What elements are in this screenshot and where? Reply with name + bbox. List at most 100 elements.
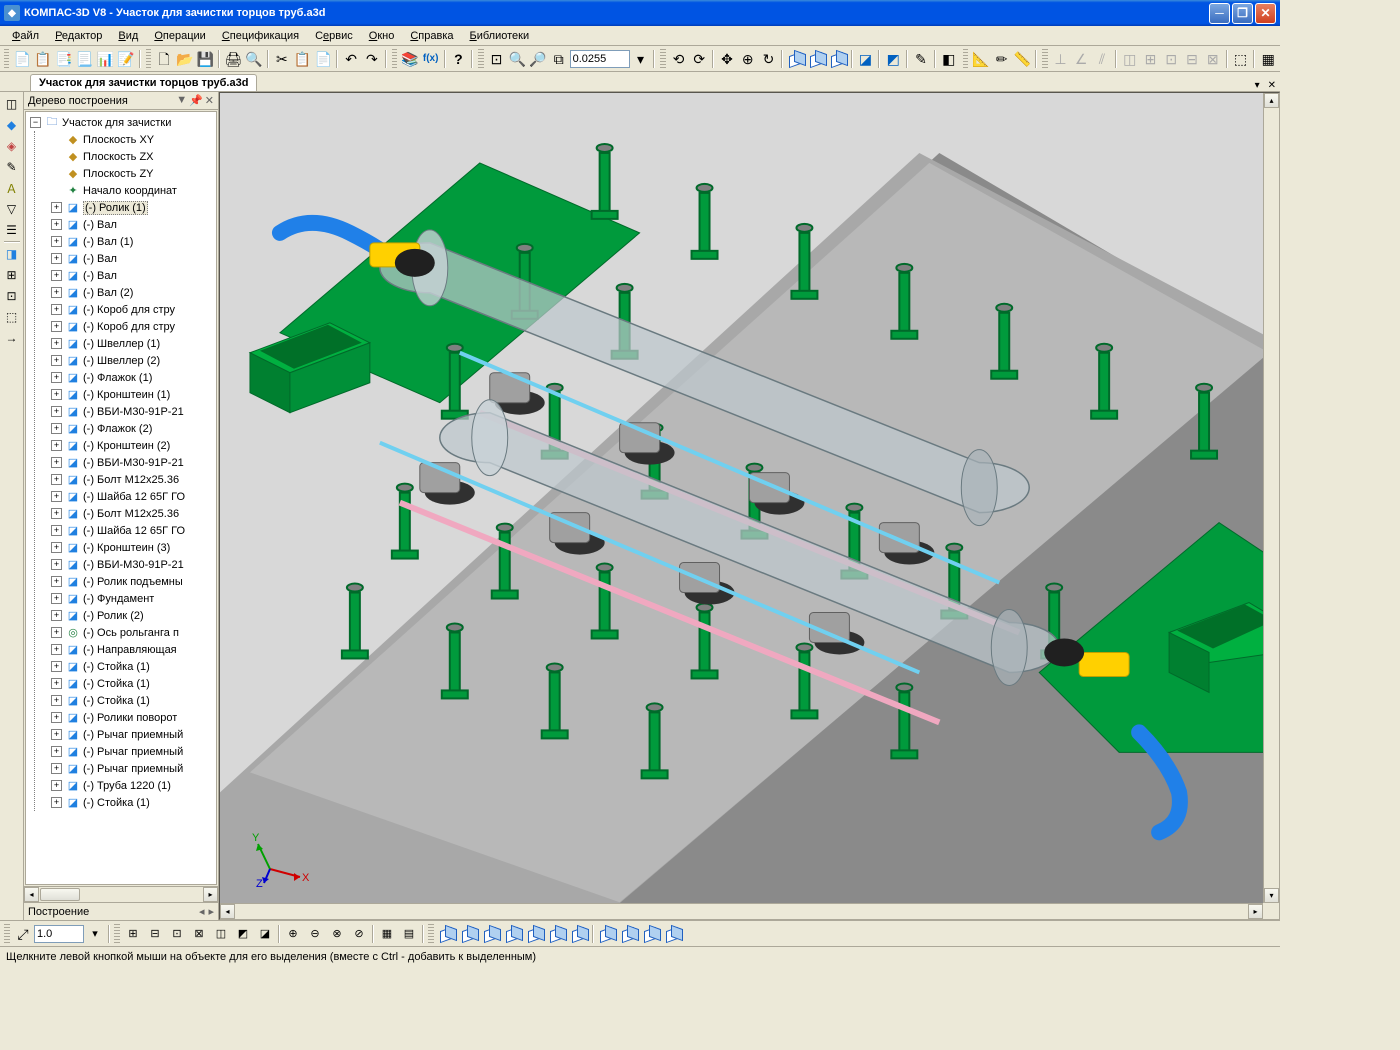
lt-spec[interactable]: ☰ [2,220,22,240]
tb-new-part[interactable]: 📋 [33,48,53,70]
tree-part[interactable]: +◪(-) Стойка (1) [49,658,214,675]
tb-view2[interactable]: ◩ [883,48,903,70]
bt-iso8[interactable] [596,923,618,945]
tb-orbit[interactable]: ⊕ [738,48,758,70]
tb-hidden[interactable] [807,48,827,70]
bt-t12b[interactable]: ▤ [398,923,420,945]
tb-new-doc[interactable]: 📄 [12,48,32,70]
tb-copy[interactable]: 📋 [293,48,313,70]
tb-new-drw[interactable]: 📃 [75,48,95,70]
tb-view1[interactable]: ◪ [856,48,876,70]
tree-part[interactable]: +◪(-) Стойка (1) [49,675,214,692]
bt-t5[interactable]: ◫ [210,923,232,945]
bt-t3[interactable]: ⊡ [166,923,188,945]
menu-help[interactable]: Справка [402,28,461,44]
bt-iso3[interactable] [480,923,502,945]
tb-save[interactable]: 💾 [196,48,216,70]
menu-service[interactable]: Сервис [307,28,361,44]
close-button[interactable]: ✕ [1255,3,1276,24]
bt-iso10[interactable] [640,923,662,945]
bt-iso2[interactable] [458,923,480,945]
menu-editor[interactable]: Редактор [47,28,110,44]
tb-preview[interactable]: 🔍 [244,48,264,70]
tree-nav-prev[interactable]: ◂ [199,905,205,918]
tb-lib[interactable]: 📚 [400,48,420,70]
bt-t1[interactable]: ⊞ [122,923,144,945]
tb-r7[interactable]: ◫ [1120,48,1140,70]
maximize-button[interactable]: ❐ [1232,3,1253,24]
tree-pin[interactable]: 📌 [189,94,203,107]
tree-nav-next[interactable]: ▸ [208,905,214,918]
tb-r4[interactable]: ⊥ [1051,48,1071,70]
bt-iso4[interactable] [502,923,524,945]
bt-t9[interactable]: ⊖ [304,923,326,945]
lt-line[interactable]: ✎ [2,157,22,177]
bt-iso11[interactable] [662,923,684,945]
menu-view[interactable]: Вид [110,28,146,44]
tree-part[interactable]: +◪(-) Кронштеин (2) [49,437,214,454]
doc-tab-active[interactable]: Участок для зачистки торцов труб.a3d [30,74,257,91]
tb-redo[interactable]: ↷ [362,48,382,70]
tb-r1[interactable]: 📐 [971,48,991,70]
minimize-button[interactable]: ─ [1209,3,1230,24]
tree-part[interactable]: +◪(-) Труба 1220 (1) [49,777,214,794]
bt-t10[interactable]: ⊗ [326,923,348,945]
tb-new-asm[interactable]: 📑 [54,48,74,70]
tree-part[interactable]: +◪(-) Швеллер (1) [49,335,214,352]
bt-t11[interactable]: ⊘ [348,923,370,945]
bt-iso7[interactable] [568,923,590,945]
menu-window[interactable]: Окно [361,28,403,44]
tree-part[interactable]: +◎(-) Ось рольганга п [49,624,214,641]
tree-part[interactable]: +◪(-) Кронштеин (1) [49,386,214,403]
bt-t7[interactable]: ◪ [254,923,276,945]
lt-s1[interactable]: ⊞ [2,265,22,285]
tb-new-frag[interactable]: 📝 [116,48,136,70]
tb-r11[interactable]: ⊠ [1203,48,1223,70]
tb-undo[interactable]: ↶ [341,48,361,70]
tb-r10[interactable]: ⊟ [1182,48,1202,70]
tb-fx[interactable]: f(x) [421,48,441,70]
tree-plane[interactable]: ◆Плоскость ZX [49,148,214,165]
tb-r12[interactable]: ⬚ [1231,48,1251,70]
lt-filter[interactable]: ▽ [2,199,22,219]
tree-plane[interactable]: ◆Плоскость ZY [49,165,214,182]
lt-sketch[interactable]: ◨ [2,244,22,264]
tree-part[interactable]: +◪(-) Рычаг приемный [49,743,214,760]
tb-rotate2[interactable]: ⟳ [689,48,709,70]
tb-zoom-window[interactable]: ⧉ [549,48,569,70]
tree-part[interactable]: +◪(-) Рычаг приемный [49,760,214,777]
tb-render[interactable]: ◧ [939,48,959,70]
tree-part[interactable]: +◪(-) Шайба 12 65Г ГО [49,488,214,505]
tb-r13[interactable]: ▦ [1258,48,1278,70]
tree-part[interactable]: +◪(-) Короб для стру [49,318,214,335]
doc-tab-close[interactable]: ✕ [1264,80,1280,91]
tree-part[interactable]: +◪(-) Ролик подъемны [49,573,214,590]
bt-iso6[interactable] [546,923,568,945]
bt-scale-icon[interactable]: ⤢ [12,923,34,945]
tree-part[interactable]: +◪(-) Вал [49,216,214,233]
tb-zoom-dropdown[interactable]: ▾ [631,48,651,70]
menu-libraries[interactable]: Библиотеки [462,28,538,44]
tree-part[interactable]: +◪(-) Кронштеин (3) [49,539,214,556]
tb-new[interactable]: 🗋 [154,48,174,70]
bt-t12[interactable]: ▦ [376,923,398,945]
bt-scale-drop[interactable]: ▾ [84,923,106,945]
tree-part[interactable]: +◪(-) ВБИ-М30-91Р-21 [49,403,214,420]
lt-plane[interactable]: ◈ [2,136,22,156]
tb-rotate[interactable]: ⟲ [669,48,689,70]
tb-r6[interactable]: ⫽ [1092,48,1112,70]
menu-operations[interactable]: Операции [146,28,213,44]
bt-iso5[interactable] [524,923,546,945]
tree-part[interactable]: +◪(-) Флажок (1) [49,369,214,386]
doc-tab-dropdown[interactable]: ▾ [1251,80,1264,91]
tree-part[interactable]: +◪(-) Стойка (1) [49,692,214,709]
tree-hscroll[interactable]: ◂ ▸ [24,886,218,902]
tb-pan[interactable]: ✥ [717,48,737,70]
tb-zoom-fit[interactable]: ⊡ [487,48,507,70]
bt-t6[interactable]: ◩ [232,923,254,945]
tree-close[interactable]: ✕ [205,94,214,107]
tb-new-spec[interactable]: 📊 [95,48,115,70]
bt-iso1[interactable] [436,923,458,945]
tb-spin[interactable]: ↻ [759,48,779,70]
tree-part[interactable]: +◪(-) Швеллер (2) [49,352,214,369]
